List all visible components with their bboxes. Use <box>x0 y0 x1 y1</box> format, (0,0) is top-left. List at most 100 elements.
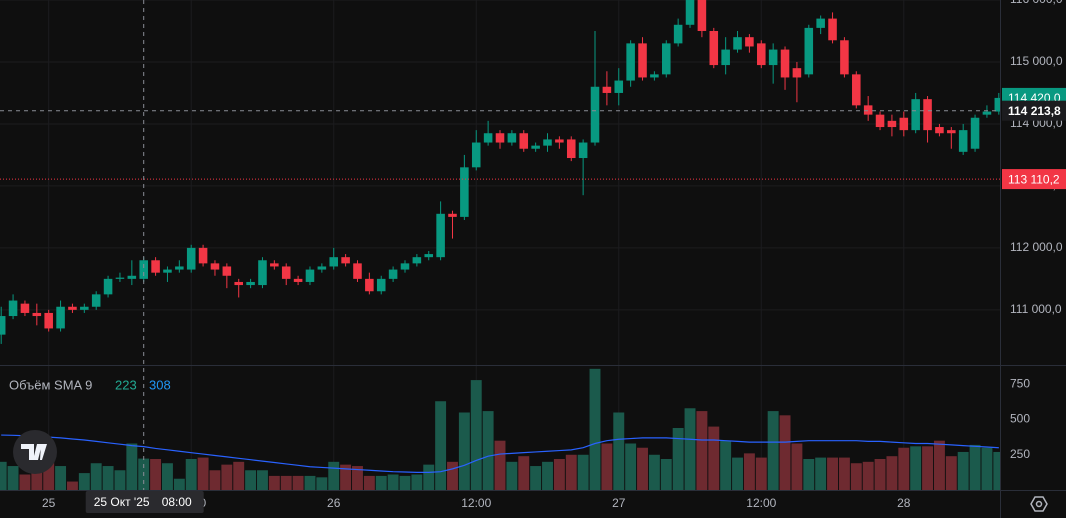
x-tick-label: 27 <box>612 496 626 510</box>
candle-body <box>507 133 517 143</box>
volume-tick-label: 750 <box>1010 376 1030 390</box>
candle-body <box>566 139 576 159</box>
candle-body <box>222 266 232 276</box>
volume-bar <box>458 412 470 490</box>
candle-body <box>911 99 920 131</box>
candle-body <box>543 139 552 146</box>
candle-body <box>139 260 148 279</box>
x-tick-label: 12:00 <box>746 496 776 510</box>
candle-body <box>151 260 160 273</box>
candle-body <box>531 145 540 149</box>
candle-body <box>863 105 873 115</box>
price-label-box <box>1002 169 1066 190</box>
volume-bar <box>233 461 245 490</box>
volume-bar <box>102 466 114 490</box>
candle-body <box>804 27 814 75</box>
candle-body <box>0 316 6 335</box>
candle-body <box>555 139 564 143</box>
candle-body <box>365 278 374 292</box>
volume-bar <box>815 457 827 490</box>
volume-bar <box>268 475 280 490</box>
candle-body <box>20 303 30 313</box>
candle-body <box>994 97 1000 112</box>
candle-body <box>353 263 362 279</box>
price-label: 113 110,2 <box>1008 172 1060 186</box>
candle-body <box>495 133 505 143</box>
y-tick-label: 112 000,0 <box>1010 240 1063 254</box>
candle-body <box>733 37 742 50</box>
candle-body <box>80 306 89 310</box>
price-pane <box>0 0 1000 344</box>
candle-body <box>127 275 137 279</box>
settings-hexagon[interactable] <box>1030 496 1048 512</box>
volume-bar <box>838 457 850 490</box>
candle-body <box>721 49 730 66</box>
volume-bar <box>743 453 755 490</box>
crosshair-time-label: 08:00 <box>162 495 192 509</box>
volume-bar <box>850 463 862 490</box>
candle-body <box>887 120 897 128</box>
candle-body <box>471 142 481 168</box>
volume-bar <box>245 470 257 490</box>
volume-bar <box>518 456 530 490</box>
settings-button[interactable] <box>1030 496 1048 512</box>
settings-dot <box>1035 500 1043 508</box>
volume-bar <box>114 470 126 490</box>
volume-bar <box>898 447 910 490</box>
candle-body <box>91 294 101 307</box>
volume-bar <box>257 470 268 490</box>
volume-bar <box>352 466 363 490</box>
candle-body <box>590 86 600 143</box>
volume-bar <box>720 440 732 490</box>
candle-body <box>246 281 255 286</box>
x-tick-label: 26 <box>327 496 341 510</box>
y-tick-label: 115 000,0 <box>1010 54 1063 68</box>
crosshair-date-label: 25 Окт '25 <box>94 495 150 509</box>
candle-body <box>198 247 208 264</box>
volume-bar <box>482 411 494 490</box>
candle-body <box>602 86 612 93</box>
candle-body <box>792 68 802 78</box>
candle-body <box>460 167 469 217</box>
candle-body <box>436 213 445 258</box>
candle-body <box>757 43 766 66</box>
candle-body <box>424 254 434 258</box>
volume-bar <box>375 475 387 490</box>
volume-bar <box>803 459 815 490</box>
volume-bar <box>827 457 839 490</box>
volume-bar <box>969 444 981 490</box>
candle-body <box>483 133 493 143</box>
candle-body <box>329 257 339 267</box>
volume-bar <box>589 368 601 490</box>
volume-bar <box>470 380 482 490</box>
volume-tick-label: 250 <box>1010 447 1030 461</box>
volume-bar <box>945 456 957 490</box>
volume-bar <box>126 443 138 490</box>
volume-bar <box>78 473 90 490</box>
volume-bar <box>886 456 898 490</box>
candle-body <box>376 278 386 292</box>
candle-body <box>44 312 53 329</box>
candle-body <box>709 30 719 66</box>
volume-bar <box>292 475 304 490</box>
volume-bar <box>447 461 458 490</box>
candle-body <box>673 24 683 44</box>
volume-bar <box>173 478 185 490</box>
logo-mark <box>21 444 47 460</box>
volume-bar <box>506 461 518 490</box>
crosshair-price-box <box>1002 100 1066 121</box>
volume-bar <box>553 459 565 490</box>
candle-body <box>661 43 671 75</box>
volume-bar <box>791 443 803 490</box>
volume-bar <box>862 461 874 490</box>
y-tick-label: 116 000,0 <box>1010 0 1063 6</box>
candle-body <box>293 278 303 282</box>
volume-bar <box>55 466 67 490</box>
volume-bar <box>660 459 672 490</box>
candle-body <box>317 266 327 270</box>
x-tick-label: 28 <box>897 496 911 510</box>
candle-body <box>816 18 825 28</box>
candle-body <box>448 213 457 217</box>
logo[interactable] <box>13 430 57 474</box>
